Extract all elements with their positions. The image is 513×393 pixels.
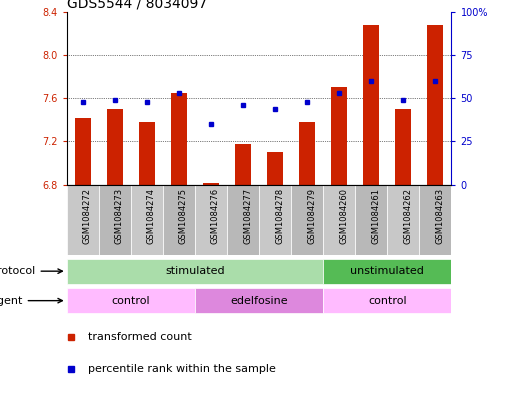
Text: control: control: [368, 296, 407, 306]
Text: GSM1084274: GSM1084274: [147, 188, 156, 244]
Bar: [171, 93, 187, 185]
Bar: [323, 259, 451, 284]
Text: GSM1084277: GSM1084277: [243, 188, 252, 244]
Bar: [67, 288, 195, 313]
Bar: [291, 185, 323, 255]
Text: unstimulated: unstimulated: [350, 266, 424, 276]
Bar: [427, 25, 443, 185]
Bar: [75, 118, 91, 185]
Text: GSM1084261: GSM1084261: [371, 188, 380, 244]
Bar: [227, 185, 259, 255]
Bar: [259, 185, 291, 255]
Bar: [387, 185, 420, 255]
Text: transformed count: transformed count: [88, 332, 191, 342]
Text: edelfosine: edelfosine: [230, 296, 288, 306]
Bar: [396, 109, 411, 185]
Bar: [331, 87, 347, 185]
Text: percentile rank within the sample: percentile rank within the sample: [88, 364, 275, 374]
Bar: [107, 109, 123, 185]
Text: GSM1084275: GSM1084275: [179, 188, 188, 244]
Text: agent: agent: [0, 296, 63, 306]
Text: GSM1084278: GSM1084278: [275, 188, 284, 244]
Text: GDS5544 / 8034097: GDS5544 / 8034097: [67, 0, 207, 11]
Bar: [267, 152, 283, 185]
Text: GSM1084272: GSM1084272: [83, 188, 92, 244]
Bar: [235, 143, 251, 185]
Bar: [195, 288, 323, 313]
Text: control: control: [111, 296, 150, 306]
Bar: [139, 122, 155, 185]
Bar: [323, 185, 355, 255]
Text: GSM1084262: GSM1084262: [403, 188, 412, 244]
Text: GSM1084279: GSM1084279: [307, 188, 316, 244]
Bar: [420, 185, 451, 255]
Bar: [67, 185, 98, 255]
Bar: [131, 185, 163, 255]
Bar: [323, 288, 451, 313]
Text: protocol: protocol: [0, 266, 63, 276]
Text: stimulated: stimulated: [165, 266, 225, 276]
Bar: [163, 185, 195, 255]
Text: GSM1084273: GSM1084273: [115, 188, 124, 244]
Bar: [355, 185, 387, 255]
Text: GSM1084263: GSM1084263: [436, 188, 444, 244]
Text: GSM1084260: GSM1084260: [339, 188, 348, 244]
Bar: [195, 185, 227, 255]
Text: GSM1084276: GSM1084276: [211, 188, 220, 244]
Bar: [363, 25, 379, 185]
Bar: [299, 122, 315, 185]
Bar: [67, 259, 323, 284]
Bar: [98, 185, 131, 255]
Bar: [203, 182, 219, 185]
